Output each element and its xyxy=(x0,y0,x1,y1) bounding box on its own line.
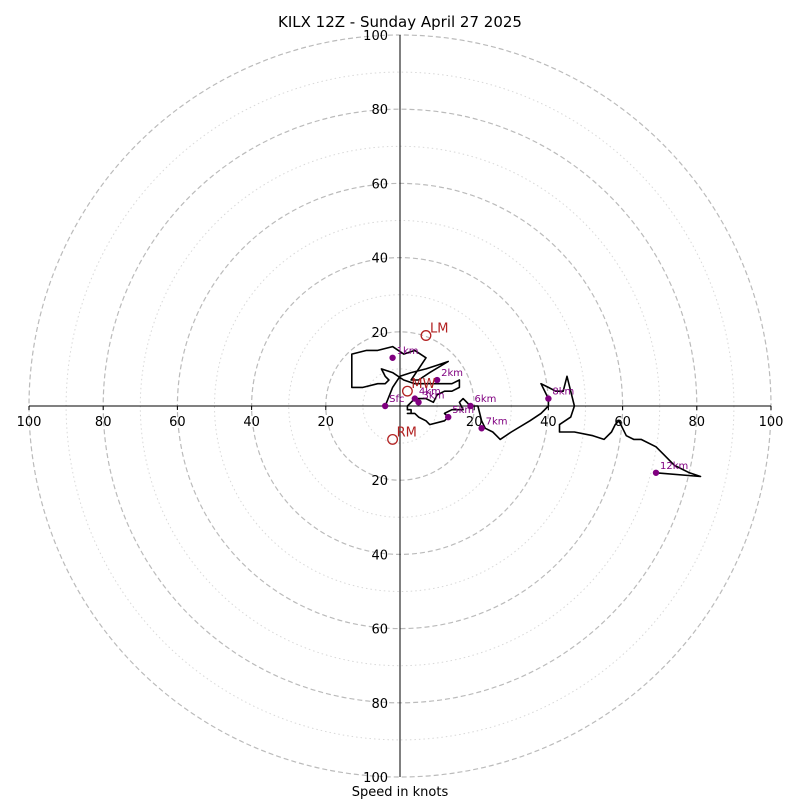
height-label-8km: 8km xyxy=(552,387,574,398)
x-axis-label: Speed in knots xyxy=(352,785,449,800)
x-tick-label: 20 xyxy=(318,415,335,430)
height-point-7km xyxy=(478,425,485,432)
y-tick-label: 80 xyxy=(371,103,388,118)
height-point-12km xyxy=(652,469,660,476)
height-label-3km: 3km xyxy=(423,390,445,401)
hodograph-trace xyxy=(350,345,702,478)
x-tick-label: 40 xyxy=(540,415,557,430)
height-point-8km xyxy=(545,395,552,402)
y-tick-label: 40 xyxy=(371,252,388,267)
height-point-2km xyxy=(433,376,441,384)
height-point-6km xyxy=(467,402,474,410)
motion-point-rm xyxy=(387,433,399,445)
x-tick-label: 80 xyxy=(95,415,112,430)
x-tick-label: 20 xyxy=(466,415,483,430)
height-label-2km: 2km xyxy=(441,368,463,379)
y-tick-label: 60 xyxy=(371,177,388,192)
y-tick-label: 100 xyxy=(363,29,388,44)
y-tick-label: 20 xyxy=(371,474,388,489)
x-tick-label: 40 xyxy=(243,415,260,430)
height-label-12km: 12km xyxy=(660,461,688,472)
y-tick-label: 20 xyxy=(371,326,388,341)
x-tick-label: 100 xyxy=(17,415,42,430)
height-label-1km: 1km xyxy=(397,346,419,357)
x-tick-label: 60 xyxy=(169,415,186,430)
height-point-4km xyxy=(411,395,419,402)
y-tick-label: 40 xyxy=(371,548,388,563)
x-tick-label: 80 xyxy=(689,415,706,430)
y-tick-label: 80 xyxy=(371,697,388,712)
motion-label-rm: RM xyxy=(397,425,417,440)
axes xyxy=(29,35,771,777)
height-label-4km: 4km xyxy=(419,387,441,398)
chart-title: KILX 12Z - Sunday April 27 2025 xyxy=(278,13,522,31)
motion-label-lm: LM xyxy=(430,322,448,337)
height-point-5km xyxy=(445,413,452,421)
height-point-1km xyxy=(389,354,396,361)
storm-motion-markers: LM MW RM xyxy=(387,322,448,445)
height-label-5km: 5km xyxy=(452,405,474,416)
motion-point-mw xyxy=(401,385,413,397)
height-label-sfc: Sfc xyxy=(389,394,404,405)
motion-label-mw: MW xyxy=(411,377,435,392)
y-tick-label: 100 xyxy=(363,771,388,786)
hodograph-line xyxy=(350,345,702,478)
height-point-sfc xyxy=(381,402,389,410)
y-tick-label: 60 xyxy=(371,623,388,638)
tick-labels: 100 80 60 40 20 20 40 60 80 100 100 80 60 40 20 20 40 60 8… xyxy=(17,29,784,786)
x-tick-label: 60 xyxy=(614,415,631,430)
x-tick-label: 100 xyxy=(759,415,784,430)
motion-point-lm xyxy=(420,330,432,341)
height-label-6km: 6km xyxy=(474,394,496,405)
height-label-7km: 7km xyxy=(486,416,508,427)
